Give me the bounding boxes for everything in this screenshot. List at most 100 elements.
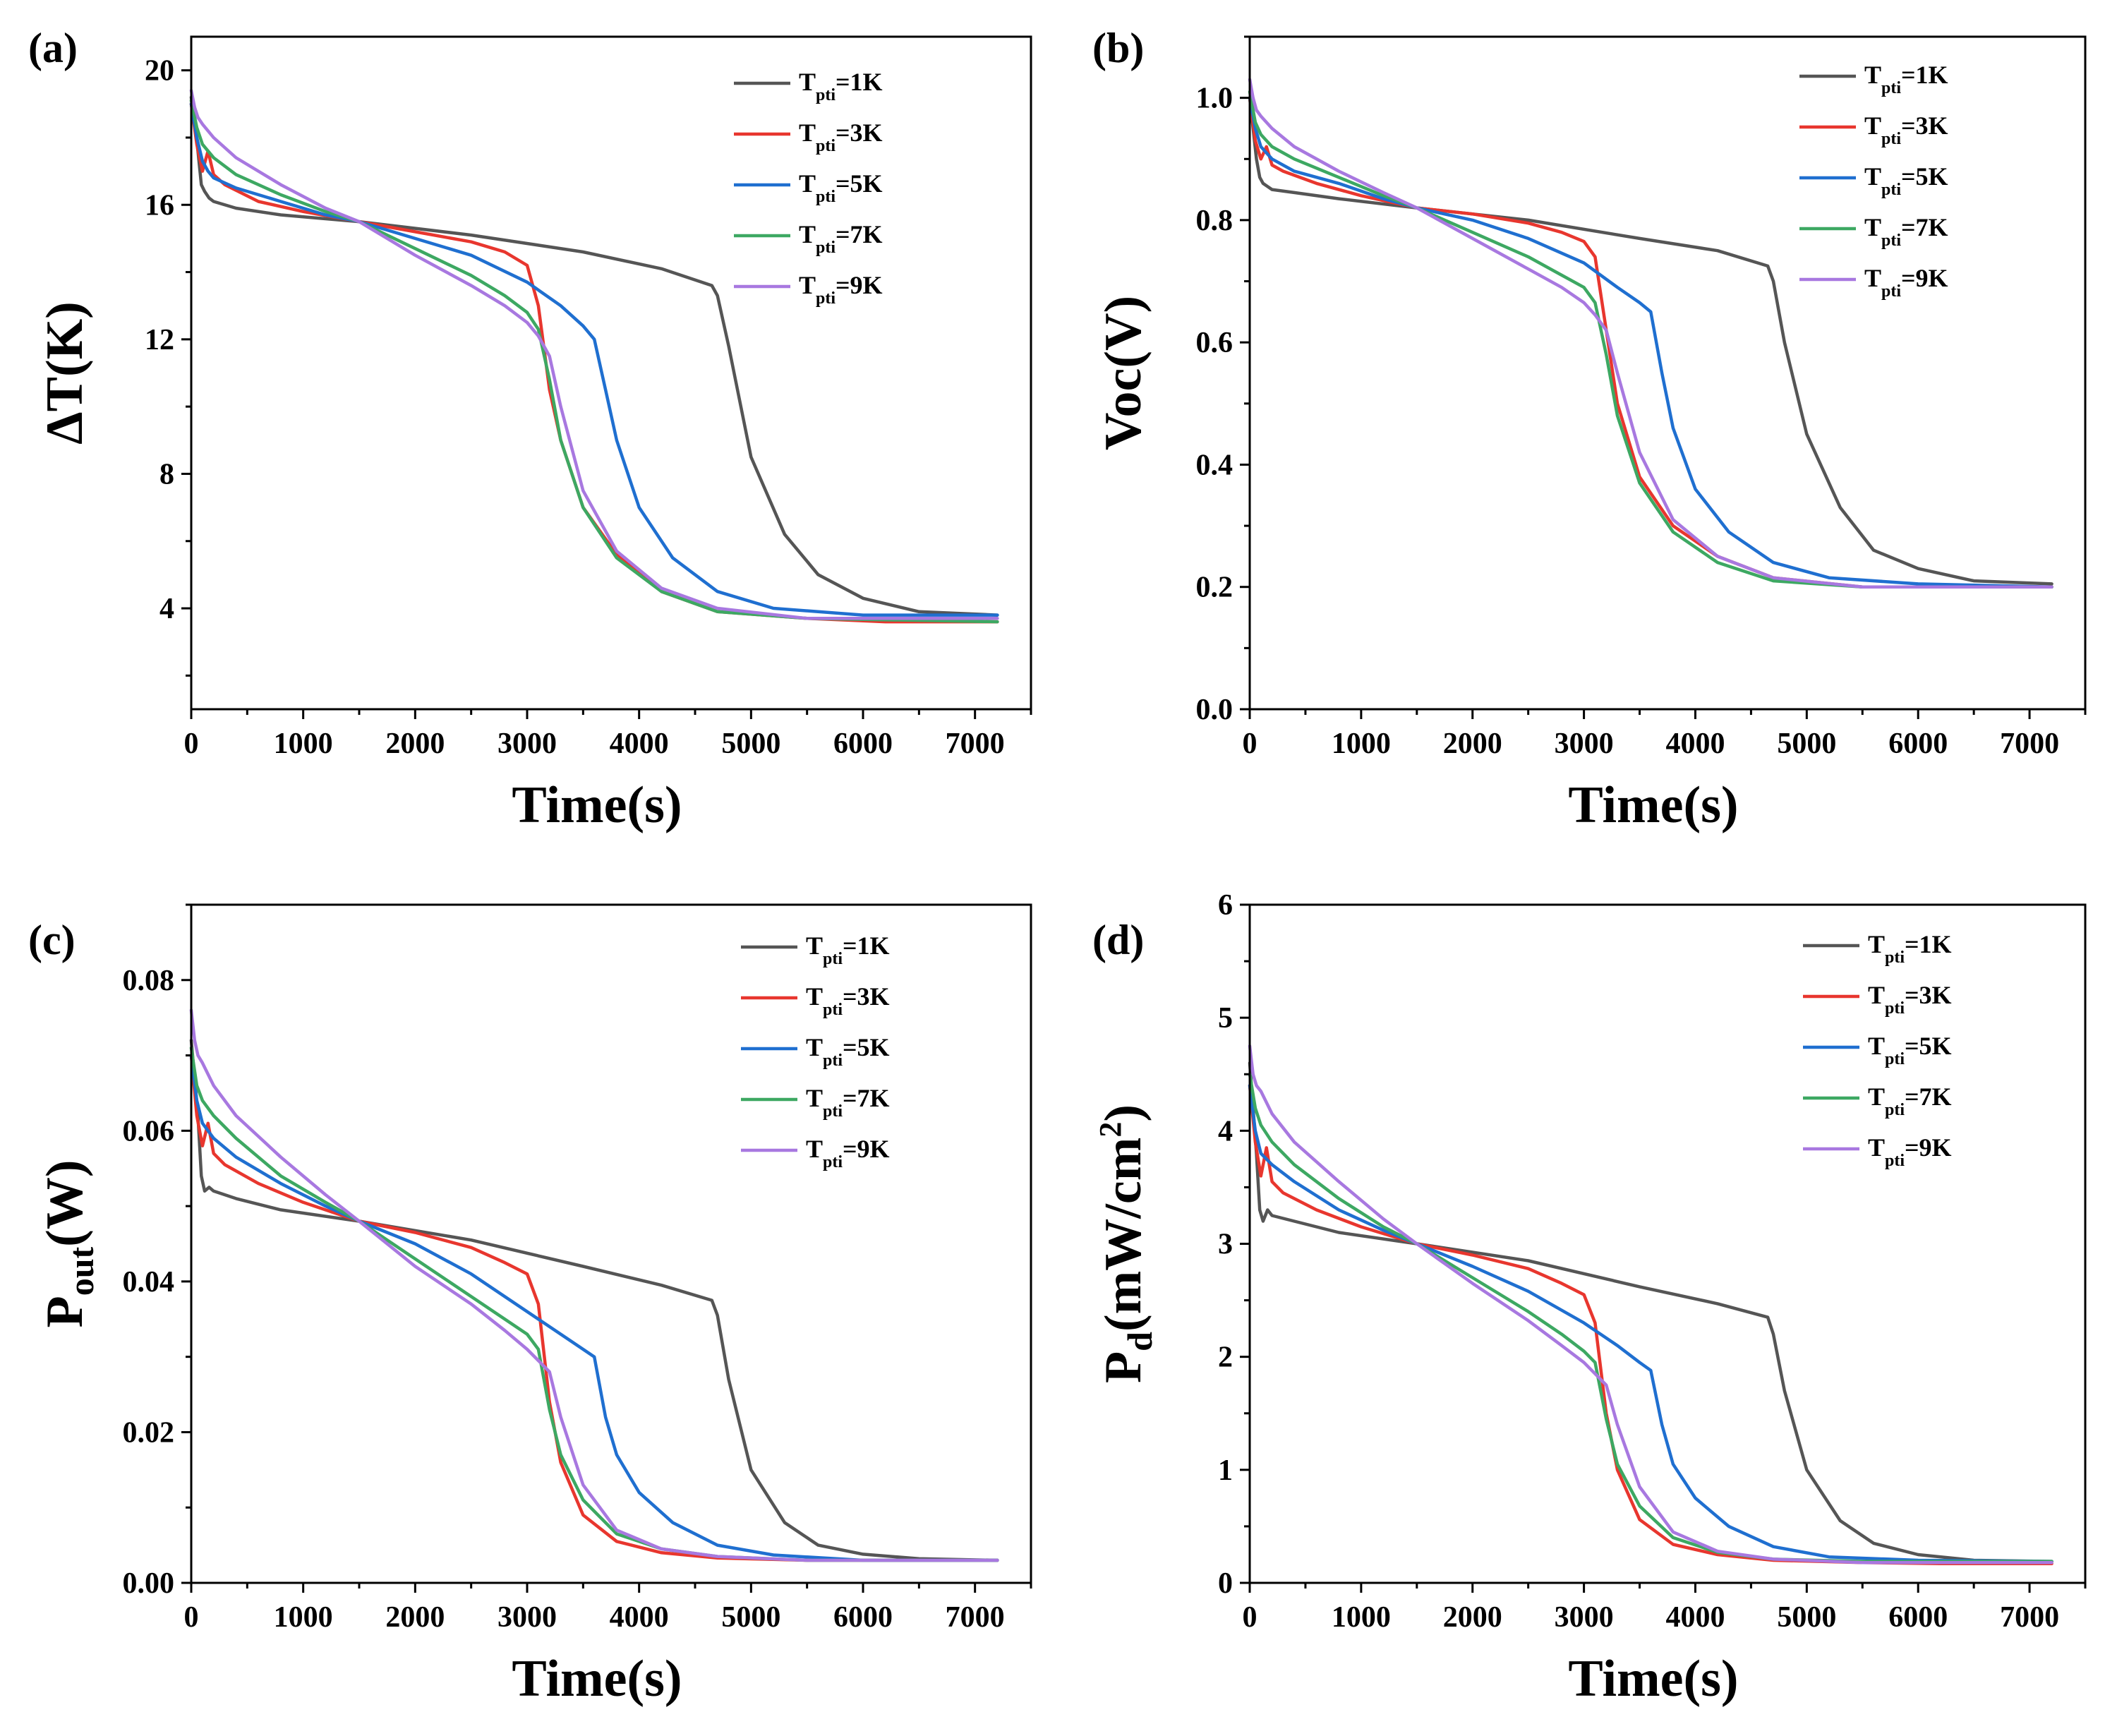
x-tick-label: 1000 xyxy=(1332,728,1391,760)
y-axis-title-unit: (mW/cm xyxy=(1094,1138,1152,1332)
legend-label-subscript: pti xyxy=(823,1051,843,1070)
legend-label-prefix: T xyxy=(806,1084,823,1112)
legend-label-subscript: pti xyxy=(1881,282,1901,301)
legend-label-subscript: pti xyxy=(816,86,836,104)
x-tick-label: 7000 xyxy=(946,1601,1005,1634)
legend-label-prefix: T xyxy=(1864,264,1881,292)
y-tick-label: 20 xyxy=(145,55,174,88)
y-axis-title-close: ) xyxy=(1094,1104,1152,1122)
legend-label-suffix: =7K xyxy=(1901,213,1948,241)
panel-label: (a) xyxy=(28,25,78,71)
series-line-Tpti=3K xyxy=(189,1054,999,1562)
legend-label: Tpti=7K xyxy=(1864,213,1948,250)
series-line-Tpti=3K xyxy=(1248,1084,2053,1566)
series-line-Tpti=9K xyxy=(189,1008,999,1562)
legend-label: Tpti=5K xyxy=(1864,162,1948,199)
chart-panel-a: 0 1000 2000 3000 4000 5000 6000 7000 4 8 12 16 20 Tim… xyxy=(28,25,1032,834)
legend-label-suffix: =7K xyxy=(836,220,883,248)
legend-label-subscript: pti xyxy=(1881,231,1901,250)
legend-label: Tpti=5K xyxy=(1868,1032,1952,1068)
y-tick-label: 0.4 xyxy=(1196,449,1234,481)
legend-label-subscript: pti xyxy=(1885,1152,1905,1170)
x-tick-label: 4000 xyxy=(1665,728,1725,760)
x-tick-label: 1000 xyxy=(1332,1601,1391,1634)
legend-label-prefix: T xyxy=(799,68,816,96)
legend-label: Tpti=1K xyxy=(1864,61,1948,97)
x-tick-label: 4000 xyxy=(1665,1601,1725,1634)
legend-label-prefix: T xyxy=(1864,213,1881,241)
legend-label-subscript: pti xyxy=(823,1001,843,1019)
legend-label-subscript: pti xyxy=(816,289,836,308)
series-line-Tpti=1K xyxy=(1248,1061,2053,1563)
legend-label-suffix: =7K xyxy=(843,1084,890,1112)
legend-label-prefix: T xyxy=(1864,61,1881,89)
legend-label-prefix: T xyxy=(1868,930,1885,958)
y-axis-title-subscript: d xyxy=(1120,1332,1159,1351)
legend-label: Tpti=5K xyxy=(799,169,883,206)
x-tick-label: 3000 xyxy=(497,728,557,760)
x-tick-label: 1000 xyxy=(274,1601,333,1634)
legend-label-subscript: pti xyxy=(823,1102,843,1121)
series-line-Tpti=5K xyxy=(1248,1084,2053,1563)
plot-frame xyxy=(190,903,1032,1584)
y-axis-title-superscript: 2 xyxy=(1093,1122,1128,1138)
y-axis-title-main: P xyxy=(36,1296,94,1327)
y-axis-title: ΔT(K) xyxy=(36,301,94,445)
y-tick-label: 0.08 xyxy=(123,965,175,997)
legend-label-suffix: =5K xyxy=(836,169,883,198)
chart-panel-d: 0 1000 2000 3000 4000 5000 6000 7000 0 1 2 3 4 5 6 Time… xyxy=(1092,889,2087,1708)
legend-label-prefix: T xyxy=(806,982,823,1011)
legend-label-subscript: pti xyxy=(1885,1101,1905,1119)
y-tick-label: 0.02 xyxy=(123,1416,175,1449)
x-tick-label: 4000 xyxy=(610,728,669,760)
y-tick-label: 0.04 xyxy=(123,1266,175,1298)
legend-label-prefix: T xyxy=(806,1135,823,1163)
legend-label-suffix: =7K xyxy=(1905,1083,1952,1111)
series-line-Tpti=5K xyxy=(189,102,999,617)
x-tick-label: 7000 xyxy=(946,728,1005,760)
series-line-Tpti=1K xyxy=(189,95,999,617)
plot-frame xyxy=(190,35,1032,711)
legend-label-prefix: T xyxy=(799,220,816,248)
y-axis-title: Voc(V) xyxy=(1094,296,1152,450)
y-tick-label: 5 xyxy=(1218,1002,1233,1035)
legend-label-suffix: =3K xyxy=(843,982,890,1011)
x-tick-label: 0 xyxy=(184,1601,199,1634)
x-tick-label: 0 xyxy=(1243,728,1257,760)
y-tick-label: 0.6 xyxy=(1196,327,1234,359)
chart-panel-c: 0 1000 2000 3000 4000 5000 6000 7000 0.00 0.02 0.0… xyxy=(28,903,1032,1708)
x-tick-label: 6000 xyxy=(1888,1601,1948,1634)
y-tick-label: 4 xyxy=(159,593,174,625)
legend-label-prefix: T xyxy=(799,169,816,198)
panel-label: (c) xyxy=(28,917,76,963)
legend-label: Tpti=9K xyxy=(799,271,883,308)
legend-label-subscript: pti xyxy=(1885,1050,1905,1068)
legend-label: Tpti=3K xyxy=(1868,981,1952,1018)
legend-label-subscript: pti xyxy=(816,239,836,257)
y-tick-label: 0 xyxy=(1218,1567,1233,1600)
y-tick-label: 0.8 xyxy=(1196,205,1234,237)
y-tick-label: 3 xyxy=(1218,1229,1233,1261)
legend-label-subscript: pti xyxy=(1881,181,1901,199)
y-axis-title: Pd(mW/cm2) xyxy=(1093,1104,1159,1383)
x-tick-label: 3000 xyxy=(497,1601,557,1634)
legend-label-subscript: pti xyxy=(823,1153,843,1171)
legend-label: Tpti=9K xyxy=(806,1135,890,1171)
y-axis-title-main: P xyxy=(1094,1351,1152,1383)
series-line-Tpti=1K xyxy=(189,1038,999,1562)
legend-label: Tpti=3K xyxy=(1864,111,1948,148)
series-line-Tpti=5K xyxy=(1248,96,2053,589)
legend-label-subscript: pti xyxy=(1885,999,1905,1018)
x-axis-title: Time(s) xyxy=(512,776,682,834)
x-tick-label: 2000 xyxy=(385,728,445,760)
y-tick-label: 16 xyxy=(145,189,174,222)
x-axis-title: Time(s) xyxy=(1568,1650,1738,1708)
legend-label-subscript: pti xyxy=(823,950,843,968)
legend-label: Tpti=1K xyxy=(806,932,890,968)
legend-label-subscript: pti xyxy=(1885,948,1905,967)
legend-label-subscript: pti xyxy=(1881,79,1901,97)
legend-label-suffix: =9K xyxy=(836,271,883,299)
